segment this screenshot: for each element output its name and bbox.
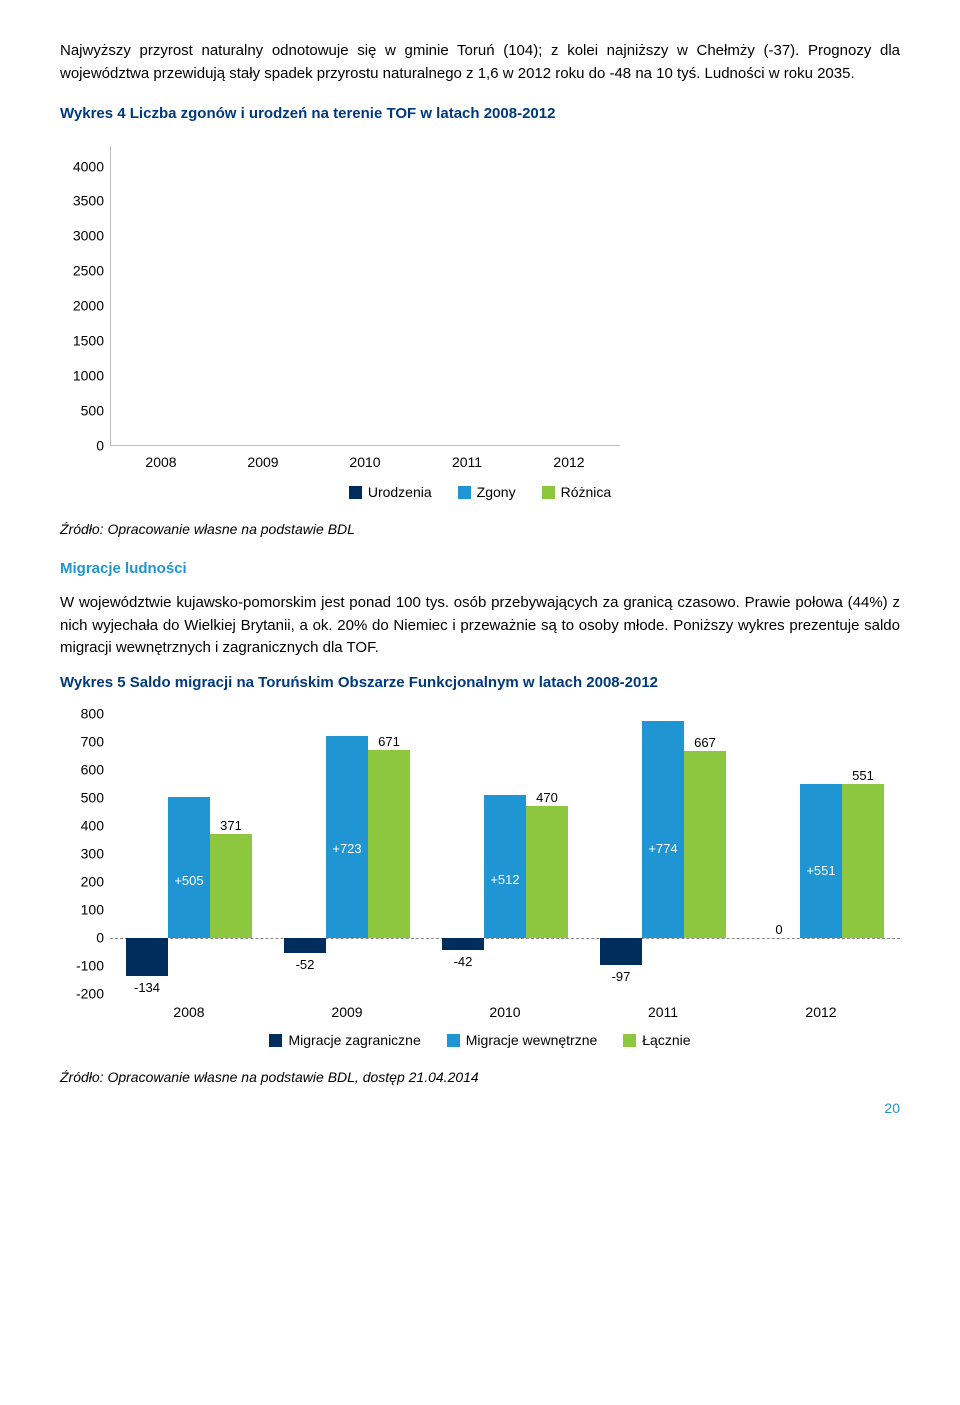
- y-tick: 0: [96, 435, 104, 456]
- chart1-title: Wykres 4 Liczba zgonów i urodzeń na tere…: [60, 103, 900, 126]
- y-tick: -100: [76, 956, 104, 977]
- y-tick: 400: [81, 816, 104, 837]
- bar-value-label: 667: [675, 733, 735, 753]
- bar-value-label: -42: [433, 952, 493, 972]
- bar-value-label: 0: [749, 920, 809, 940]
- y-tick: 700: [81, 732, 104, 753]
- chart2-source: Źródło: Opracowanie własne na podstawie …: [60, 1067, 900, 1088]
- bar: [326, 736, 368, 938]
- y-tick: 3000: [73, 226, 104, 247]
- chart1-source: Źródło: Opracowanie własne na podstawie …: [60, 519, 900, 540]
- bar-value-label: 371: [201, 816, 261, 836]
- y-tick: 800: [81, 704, 104, 725]
- x-tick: 2011: [416, 446, 518, 476]
- intro-paragraph: Najwyższy przyrost naturalny odnotowuje …: [60, 40, 900, 85]
- chart2: 8007006005004003002001000-100-200+505+72…: [60, 714, 900, 1051]
- chart1: 4000 3500 3000 2500 2000 1500 1000 500 0 20082009…: [60, 146, 900, 503]
- chart2-legend: Migracje zagraniczne Migracje wewnętrzne Ł…: [60, 1030, 900, 1051]
- bar-value-label: -97: [591, 967, 651, 987]
- x-tick: 2009: [331, 1002, 362, 1023]
- bar: [484, 795, 526, 938]
- legend-item: Zgony: [458, 482, 516, 503]
- x-tick: 2011: [648, 1002, 678, 1023]
- legend-item: Migracje wewnętrzne: [447, 1030, 598, 1051]
- bar: [600, 938, 642, 965]
- bar: [126, 938, 168, 976]
- y-tick: 500: [81, 788, 104, 809]
- bar-value-label: +551: [791, 861, 851, 881]
- bar-value-label: +723: [317, 839, 377, 859]
- bar-value-label: +512: [475, 870, 535, 890]
- y-tick: 2000: [73, 296, 104, 317]
- migration-paragraph: W województwie kujawsko-pomorskim jest p…: [60, 592, 900, 660]
- y-tick: 500: [81, 400, 104, 421]
- x-tick: 2008: [110, 446, 212, 476]
- y-tick: 200: [81, 872, 104, 893]
- y-tick: 1500: [73, 330, 104, 351]
- x-tick: 2010: [314, 446, 416, 476]
- page-number: 20: [60, 1098, 900, 1119]
- legend-item: Różnica: [542, 482, 612, 503]
- legend-item: Migracje zagraniczne: [269, 1030, 420, 1051]
- y-tick: 100: [81, 900, 104, 921]
- section-heading: Migracje ludności: [60, 558, 900, 581]
- y-tick: 2500: [73, 261, 104, 282]
- bar-value-label: 551: [833, 766, 893, 786]
- bar-value-label: -52: [275, 955, 335, 975]
- chart2-title: Wykres 5 Saldo migracji na Toruńskim Obs…: [60, 672, 900, 695]
- x-tick: 2012: [518, 446, 620, 476]
- legend-item: Łącznie: [623, 1030, 690, 1051]
- bar: [284, 938, 326, 953]
- bar-value-label: +505: [159, 871, 219, 891]
- y-tick: 3500: [73, 191, 104, 212]
- bar-value-label: -134: [117, 978, 177, 998]
- chart1-legend: Urodzenia Zgony Różnica: [60, 482, 900, 503]
- x-tick: 2008: [173, 1002, 204, 1023]
- y-tick: -200: [76, 984, 104, 1005]
- bar-value-label: +774: [633, 839, 693, 859]
- y-tick: 600: [81, 760, 104, 781]
- legend-item: Urodzenia: [349, 482, 432, 503]
- y-tick: 1000: [73, 365, 104, 386]
- x-tick: 2010: [489, 1002, 520, 1023]
- bar-value-label: 671: [359, 732, 419, 752]
- x-tick: 2012: [805, 1002, 836, 1023]
- y-tick: 4000: [73, 156, 104, 177]
- y-tick: 0: [96, 928, 104, 949]
- bar: [642, 721, 684, 938]
- bar: [442, 938, 484, 950]
- x-tick: 2009: [212, 446, 314, 476]
- y-tick: 300: [81, 844, 104, 865]
- bar-value-label: 470: [517, 788, 577, 808]
